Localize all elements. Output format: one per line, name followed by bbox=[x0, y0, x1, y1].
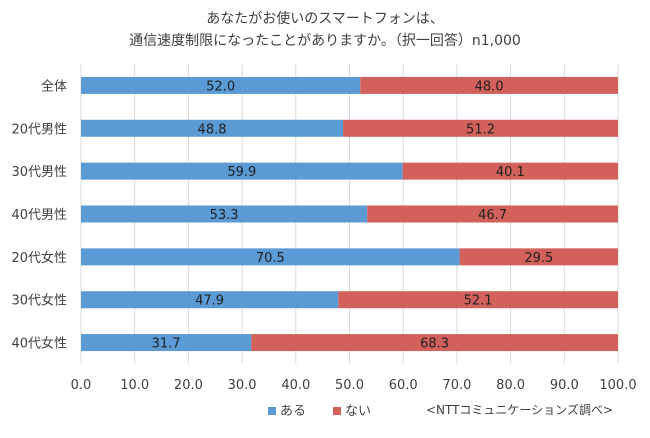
x-tick-label: 70.0 bbox=[442, 378, 471, 393]
bar-nai bbox=[251, 334, 618, 352]
x-tick-label: 30.0 bbox=[228, 378, 257, 393]
x-tick-label: 0.0 bbox=[71, 378, 92, 393]
data-label: 48.8 bbox=[198, 122, 227, 137]
data-label: 59.9 bbox=[227, 165, 256, 180]
data-label: 31.7 bbox=[152, 337, 181, 352]
bar-aru bbox=[81, 248, 460, 266]
bar-aru bbox=[81, 162, 403, 180]
data-label: 46.7 bbox=[478, 208, 507, 223]
source-note: <NTTコミュニケーションズ調べ> bbox=[426, 402, 613, 417]
bars: 52.0 48.0 48.8 51.2 59.9 40.1 53.3 46.7 70.5 29.5… bbox=[81, 76, 618, 352]
bar-aru bbox=[81, 334, 252, 352]
bar-nai bbox=[343, 119, 618, 137]
x-tick-label: 100.0 bbox=[599, 378, 636, 393]
category-labels: 全体 20代男性 30代男性 40代男性 20代女性 30代女性 40代女性 bbox=[11, 78, 67, 351]
data-label: 53.3 bbox=[210, 208, 239, 223]
bar-aru bbox=[81, 119, 344, 137]
legend-swatch bbox=[333, 407, 341, 415]
category-label: 20代男性 bbox=[11, 122, 67, 137]
data-label: 40.1 bbox=[496, 165, 525, 180]
data-label: 51.2 bbox=[466, 122, 495, 137]
bar-nai bbox=[360, 76, 618, 94]
x-tick-label: 50.0 bbox=[335, 378, 364, 393]
x-tick-label: 40.0 bbox=[281, 378, 310, 393]
data-label: 70.5 bbox=[256, 251, 285, 266]
bar-nai bbox=[402, 162, 618, 180]
data-label: 47.9 bbox=[195, 294, 224, 309]
category-label: 30代女性 bbox=[11, 293, 67, 309]
category-label: 全体 bbox=[41, 78, 67, 94]
bar-nai bbox=[459, 248, 618, 266]
data-label: 29.5 bbox=[524, 251, 553, 266]
x-tick-labels: 0.0 10.0 20.0 30.0 40.0 50.0 60.0 70.0 80.0 90.0 1… bbox=[71, 378, 637, 393]
x-tick-label: 90.0 bbox=[550, 378, 579, 393]
chart-title-line-2: 通信速度制限になったことがありますか。（択一回答）n1,000 bbox=[129, 32, 521, 49]
bar-nai bbox=[338, 291, 618, 309]
data-label: 68.3 bbox=[420, 337, 449, 352]
data-label: 52.0 bbox=[206, 79, 235, 94]
data-label: 48.0 bbox=[475, 79, 504, 94]
bar-nai bbox=[367, 205, 618, 223]
chart-title-line-1: あなたがお使いのスマートフォンは、 bbox=[206, 10, 444, 27]
x-tick-label: 10.0 bbox=[120, 378, 149, 393]
legend: ある ない bbox=[268, 404, 371, 419]
data-label: 52.1 bbox=[464, 294, 493, 309]
category-label: 20代女性 bbox=[11, 250, 67, 266]
category-label: 30代男性 bbox=[11, 165, 67, 180]
category-label: 40代女性 bbox=[11, 336, 67, 352]
bar-aru bbox=[81, 76, 361, 94]
legend-swatch bbox=[268, 407, 276, 415]
x-tick-label: 60.0 bbox=[389, 378, 418, 393]
legend-label: ある bbox=[280, 404, 306, 419]
x-tick-label: 80.0 bbox=[496, 378, 525, 393]
bar-aru bbox=[81, 291, 339, 309]
legend-label: ない bbox=[345, 404, 371, 419]
x-tick-label: 20.0 bbox=[174, 378, 203, 393]
category-label: 40代男性 bbox=[11, 208, 67, 223]
bar-aru bbox=[81, 205, 368, 223]
